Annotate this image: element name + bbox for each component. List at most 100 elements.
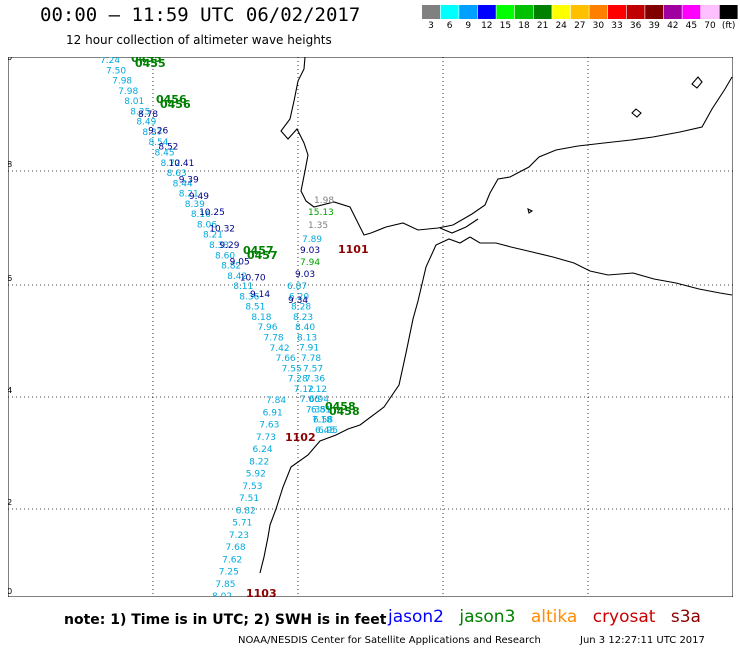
colorbar-label: 30 (592, 21, 605, 31)
swh-value-coastal: 7.89 (302, 235, 322, 245)
units-note: note: 1) Time is in UTC; 2) SWH is in fe… (64, 612, 387, 628)
swh-value-cyan: 7.50 (106, 66, 126, 76)
colorbar-swatch (663, 5, 682, 19)
swh-value-cyan-south: 7.23 (229, 531, 249, 541)
swh-value-cyan: 7.78 (264, 334, 284, 344)
swh-value-jason2: 8.78 (138, 110, 158, 120)
swh-value-cyan-east: 6.87 (287, 282, 307, 292)
colorbar-label: 24 (555, 21, 567, 31)
colorbar-swatch (515, 5, 533, 19)
swh-value-coastal: 9.34 (288, 296, 308, 306)
legend-altika: altika (530, 607, 578, 627)
latitude-tick-label: 34 (8, 386, 12, 395)
swh-value-cyan-south: 7.63 (259, 421, 279, 431)
colorbar-swatch (719, 5, 738, 19)
swh-value-cyan-south: 7.51 (239, 494, 259, 504)
swh-value-cyan: 8.16 (191, 210, 211, 220)
swh-value-cyan-east: 7.78 (301, 354, 321, 364)
legend-jason3: jason3 (459, 607, 516, 627)
colorbar-swatch (608, 5, 626, 19)
swh-value-cyan: 7.18 (312, 416, 332, 426)
swh-value-cyan: 8.06 (197, 220, 217, 230)
swh-value-cyan-south: 8.02 (212, 592, 232, 597)
pass-time-label-shadow: 0455 (135, 57, 166, 70)
swh-value-cyan-east: 7.91 (299, 344, 319, 354)
swh-value-cyan: 8.01 (124, 97, 144, 107)
swh-value-cyan: 8.33 (209, 241, 229, 251)
pass-time-label-shadow: 0458 (329, 405, 360, 418)
colorbar-label: 21 (536, 21, 549, 31)
morocco-coastline (259, 236, 471, 574)
swh-value-cyan: 8.18 (251, 313, 271, 323)
strait-coast (439, 218, 479, 234)
swh-value-cyan-east: 6.20 (289, 292, 309, 302)
swh-value-cyan: 7.35 (306, 405, 326, 415)
colorbar-swatch (496, 5, 515, 19)
colorbar-label: (ft) (721, 21, 736, 31)
colorbar-swatch (626, 5, 645, 19)
mallorca-island (691, 76, 703, 89)
swh-value-cyan-south: 7.84 (266, 396, 286, 406)
swh-value-cyan: 8.82 (221, 262, 241, 272)
swh-value-cyan-east: 7.36 (305, 375, 325, 385)
swh-value-cyan: 8.21 (179, 190, 199, 200)
swh-value-cyan: 8.72 (161, 159, 181, 169)
swh-value-cyan-south: 6.82 (236, 506, 256, 516)
colorbar-label: 15 (499, 21, 512, 31)
pass-time-label: 0458 (325, 400, 356, 413)
algeria-coastline (469, 236, 733, 296)
swh-value-coastal: 1.98 (314, 196, 334, 206)
swh-value-cyan: 7.98 (118, 87, 138, 97)
lat-lon-grid: 40 38 36 34 32 30 (8, 57, 733, 597)
colorbar-swatch (533, 5, 552, 19)
swh-value-cyan: 8.39 (185, 200, 205, 210)
colorbar-label: 45 (685, 21, 698, 31)
colorbar-swatch (422, 5, 440, 19)
generation-timestamp: Jun 3 12:27:11 UTC 2017 (580, 635, 705, 646)
swh-value-cyan-south: 8.22 (249, 457, 269, 467)
swh-value-cyan: 8.45 (155, 149, 175, 159)
colorbar-label: 18 (518, 21, 530, 31)
pass-time-label-shadow: 0457 (247, 249, 278, 262)
iberia-coastline (280, 57, 733, 236)
alboran-island (527, 207, 534, 214)
swh-value-cyan-east: 8.28 (291, 303, 311, 313)
subtitle: 12 hour collection of altimeter wave hei… (66, 33, 332, 47)
swh-value-jason2: 10.70 (240, 274, 266, 284)
swh-value-cyan: 7.42 (270, 344, 290, 354)
swh-value-cyan-south: 7.62 (222, 555, 242, 565)
swh-value-cyan: 7.28 (288, 375, 308, 385)
swh-value-coastal: 1.35 (308, 221, 328, 231)
swh-value-cyan-east: 8.23 (293, 313, 313, 323)
pass-time-label: 0455 (131, 57, 162, 65)
swh-value-cyan: 8.49 (136, 118, 156, 128)
map-frame (8, 57, 733, 597)
swh-value-cyan: 7.24 (100, 57, 120, 66)
colorbar-label: 42 (667, 21, 679, 31)
swh-value-jason2: 9.29 (219, 241, 239, 251)
swh-value-cyan-east: 6.81 (311, 405, 331, 415)
satellite-legend: jason2 jason3 altika cryosat s3a (388, 607, 711, 627)
swh-value-cyan: 7.98 (112, 77, 132, 87)
colorbar-labels: 3 6 9 12 15 18 21 24 27 30 33 36 39 42 45 70 (ft) (422, 21, 738, 35)
colorbar-swatch (440, 5, 459, 19)
page-title: 00:00 – 11:59 UTC 06/02/2017 (40, 4, 361, 26)
colorbar-swatch (552, 5, 571, 19)
latitude-tick-label: 32 (8, 498, 12, 507)
colorbar-label: 3 (428, 21, 434, 31)
colorbar-label: 33 (611, 21, 623, 31)
swh-value-jason2: 8.52 (158, 143, 178, 153)
colorbar-swatch (459, 5, 478, 19)
colorbar-swatch (645, 5, 664, 19)
swh-value-cyan-south: 7.73 (256, 433, 276, 443)
latitude-tick-label: 38 (8, 160, 12, 169)
colorbar-label: 36 (629, 21, 642, 31)
colorbar-swatch (682, 5, 701, 19)
swh-value-cyan-east: 7.12 (307, 385, 327, 395)
swh-value-cyan: 8.21 (203, 231, 223, 241)
swh-value-cyan-south: 7.53 (242, 482, 262, 492)
swh-value-cyan: 8.51 (245, 303, 265, 313)
colorbar-label: 70 (704, 21, 716, 31)
ibiza-island (631, 108, 642, 118)
swh-value-cyan: 8.60 (215, 251, 235, 261)
